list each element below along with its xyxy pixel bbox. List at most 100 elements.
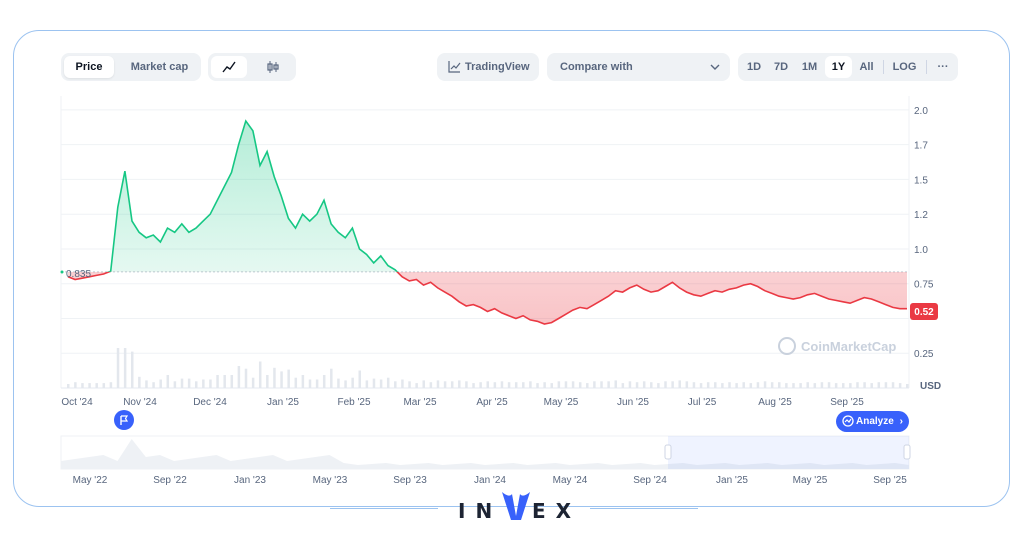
analyze-button[interactable]: Analyze › <box>836 411 909 432</box>
volume-bar <box>479 382 482 388</box>
volume-bar <box>308 379 312 388</box>
navigator-label: May '23 <box>313 475 348 486</box>
navigator-label: Sep '25 <box>873 475 907 486</box>
range-1y[interactable]: 1Y <box>825 56 852 78</box>
chevron-right-icon: › <box>899 416 903 427</box>
navigator-label: Jan '23 <box>234 475 266 486</box>
volume-bar <box>813 383 817 388</box>
volume-bar <box>372 378 376 388</box>
volume-bar <box>507 382 511 388</box>
line-chart-icon[interactable] <box>211 56 247 78</box>
x-tick-label: Jan '25 <box>267 397 299 408</box>
navigator-selection[interactable] <box>668 436 909 469</box>
volume-bar <box>458 380 461 388</box>
volume-bar <box>266 375 269 388</box>
volume-bar <box>436 380 440 388</box>
volume-bar <box>88 383 91 388</box>
volume-bar <box>394 381 397 388</box>
navigator-handle[interactable] <box>664 444 672 460</box>
y-tick-label: 1.7 <box>914 141 928 152</box>
volume-bar <box>244 368 248 388</box>
volume-bar <box>536 383 539 388</box>
range-7d[interactable]: 7D <box>773 61 789 73</box>
divider <box>926 60 927 74</box>
x-tick-label: Oct '24 <box>61 397 93 408</box>
volume-bar <box>678 380 681 388</box>
tradingview-label: TradingView <box>465 61 530 73</box>
volume-bar <box>685 381 689 388</box>
tradingview-button[interactable]: TradingView <box>437 53 539 81</box>
volume-bar <box>138 376 141 388</box>
x-tick-label: Sep '25 <box>830 397 864 408</box>
volume-bar <box>543 382 546 388</box>
watermark-text: CoinMarketCap <box>801 339 896 354</box>
volume-bar <box>600 381 603 388</box>
volume-bar <box>571 381 575 388</box>
volume-bar <box>586 383 589 388</box>
x-tick-label: Mar '25 <box>403 397 436 408</box>
candlestick-icon[interactable] <box>255 56 291 78</box>
analyze-icon <box>842 415 854 427</box>
volume-bar <box>856 382 859 388</box>
y-tick-label: 0.25 <box>914 349 934 360</box>
volume-bar <box>714 382 717 388</box>
volume-bar <box>123 348 127 388</box>
range-all[interactable]: All <box>859 61 874 73</box>
x-tick-label: Nov '24 <box>123 397 157 408</box>
tab-price[interactable]: Price <box>64 56 114 78</box>
volume-bar <box>806 382 809 388</box>
current-price-badge: 0.52 <box>910 303 938 320</box>
volume-bar <box>692 382 696 388</box>
volume-bar <box>187 378 191 388</box>
volume-bar <box>906 384 909 388</box>
volume-bar <box>81 383 84 388</box>
watermark: CoinMarketCap <box>778 337 896 355</box>
range-1d[interactable]: 1D <box>746 61 762 73</box>
navigator-label: Sep '22 <box>153 475 187 486</box>
volume-bar <box>130 351 134 388</box>
tab-market-cap[interactable]: Market cap <box>130 61 189 73</box>
volume-bar <box>657 383 660 388</box>
divider <box>590 508 698 509</box>
area-below-baseline <box>68 271 907 324</box>
navigator-handle[interactable] <box>903 444 911 460</box>
brand-logo: IN EX <box>456 488 576 528</box>
volume-bar <box>429 382 433 388</box>
range-1m[interactable]: 1M <box>801 61 818 73</box>
volume-bar <box>344 380 347 388</box>
volume-bar <box>529 381 532 388</box>
volume-bar <box>522 382 525 388</box>
volume-bar <box>842 383 845 388</box>
divider <box>330 508 438 509</box>
volume-bar <box>315 379 319 388</box>
volume-bar <box>785 383 788 388</box>
trend-icon <box>448 61 461 73</box>
y-tick-label: 2.0 <box>914 106 928 117</box>
chevron-down-icon <box>710 64 720 70</box>
volume-bar <box>728 382 731 388</box>
compare-dropdown[interactable]: Compare with <box>547 53 730 81</box>
volume-bar <box>74 382 77 388</box>
x-tick-label: Jun '25 <box>617 397 649 408</box>
volume-bar <box>422 380 426 388</box>
volume-bar <box>486 381 489 388</box>
y-tick-label: 1.2 <box>914 210 928 221</box>
area-above-baseline <box>108 121 398 272</box>
volume-bar <box>770 382 774 388</box>
volume-bar <box>849 383 852 388</box>
more-button[interactable]: ··· <box>937 61 949 73</box>
price-line-up <box>106 119 399 272</box>
chart-type-toggle <box>208 53 296 81</box>
navigator-label: Sep '24 <box>633 475 667 486</box>
volume-bar <box>877 382 881 388</box>
volume-bar <box>294 377 298 388</box>
x-tick-label: Aug '25 <box>758 397 792 408</box>
volume-bar <box>820 382 824 388</box>
volume-bar <box>749 383 753 388</box>
volume-bar <box>180 378 184 388</box>
brand-text-left: IN <box>458 499 503 523</box>
volume-bar <box>166 375 170 388</box>
event-flag-button[interactable] <box>114 410 134 430</box>
range-log[interactable]: LOG <box>892 61 917 73</box>
volume-bar <box>671 381 674 388</box>
